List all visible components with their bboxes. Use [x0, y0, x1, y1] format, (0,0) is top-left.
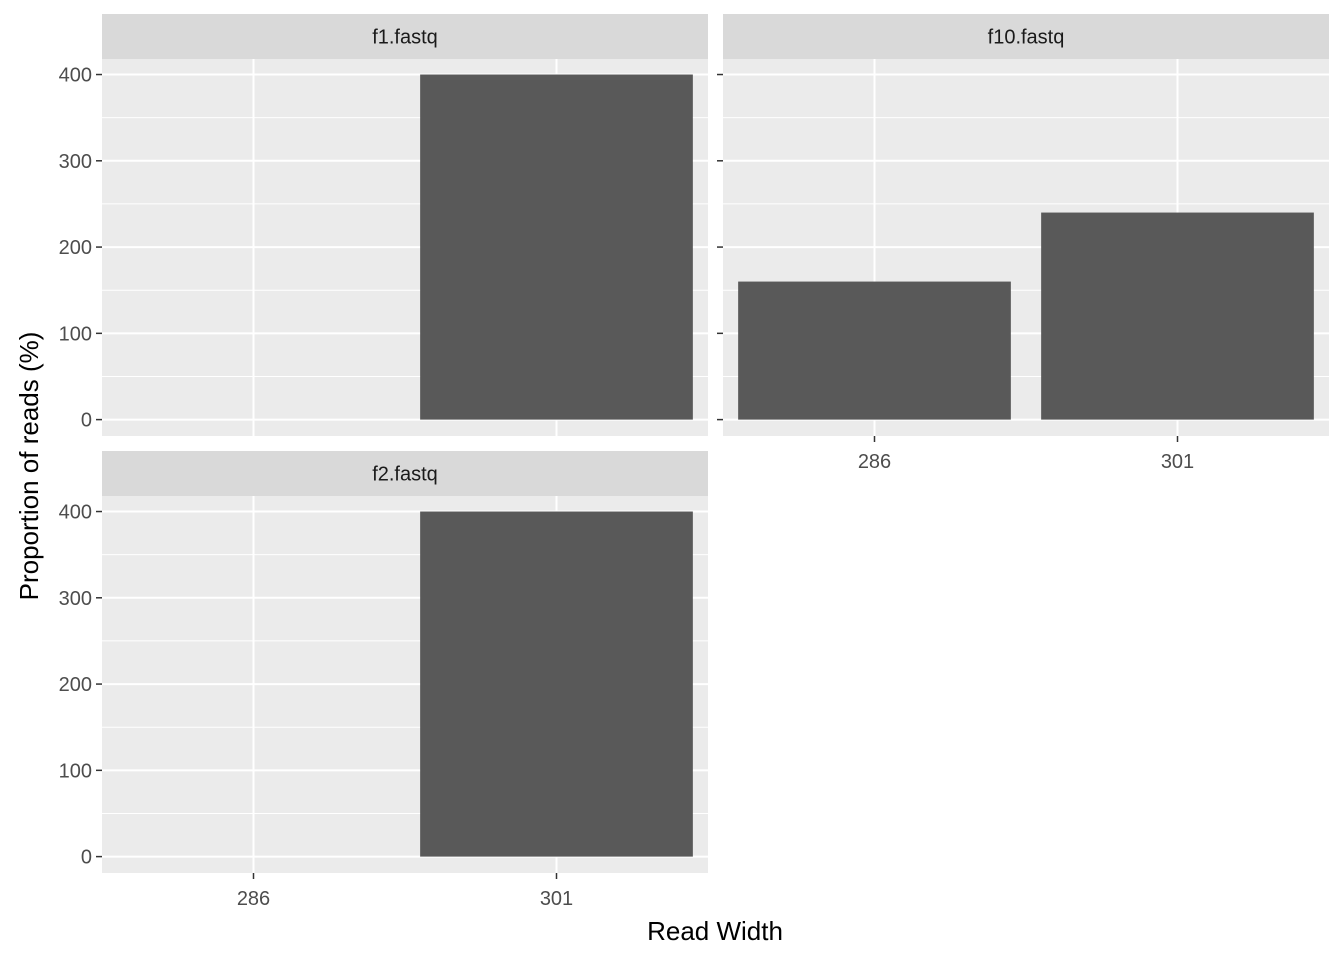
y-tick-label: 400: [59, 502, 92, 524]
y-axis-title: Proportion of reads (%): [14, 332, 44, 601]
facet-panel: f2.fastq 0 100 200 300 400 286 301: [59, 451, 708, 910]
x-tick-label: 301: [1161, 451, 1194, 473]
bar: [1041, 212, 1314, 420]
facet-strip-label: f10.fastq: [988, 27, 1065, 49]
facet-strip-label: f2.fastq: [372, 464, 438, 486]
y-tick-label: 200: [59, 674, 92, 696]
bar: [420, 74, 693, 420]
facet-strip: [102, 14, 708, 59]
y-tick-label: 400: [59, 65, 92, 87]
facet-strip: [102, 451, 708, 496]
bar: [738, 281, 1011, 420]
y-tick-label: 0: [81, 847, 92, 869]
facet-panel: f1.fastq 0 100 200 300 400: [59, 14, 708, 436]
y-tick-label: 300: [59, 151, 92, 173]
facet-strip-label: f1.fastq: [372, 27, 438, 49]
x-axis-title: Read Width: [647, 916, 783, 946]
y-tick-label: 200: [59, 237, 92, 259]
facet-strip: [723, 14, 1329, 59]
x-tick-label: 286: [858, 451, 891, 473]
y-tick-label: 100: [59, 760, 92, 782]
y-tick-label: 300: [59, 588, 92, 610]
y-tick-label: 0: [81, 410, 92, 432]
x-tick-label: 286: [237, 888, 270, 910]
facet-panel: f10.fastq 286 301: [717, 14, 1329, 473]
x-tick-label: 301: [540, 888, 573, 910]
bar: [420, 511, 693, 857]
y-tick-label: 100: [59, 323, 92, 345]
